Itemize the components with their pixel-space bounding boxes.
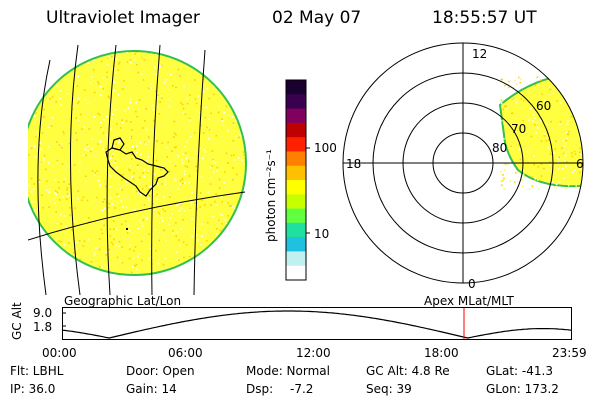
colorbar-segment xyxy=(286,194,306,210)
seq-info: Seq: 39 xyxy=(366,382,412,396)
colorbar-segment xyxy=(286,251,306,267)
altitude-ylabel: GC Alt xyxy=(10,302,24,340)
colorbar-segment xyxy=(286,108,306,124)
instrument-title: Ultraviolet Imager xyxy=(46,8,200,28)
gain-info: Gain: 14 xyxy=(126,382,177,396)
polar-plot: 12 18 0 6 60 70 80 xyxy=(342,42,584,291)
flt-info: Flt: LBHL xyxy=(10,364,64,378)
colorbar-label: photon cm⁻²s⁻¹ xyxy=(264,149,278,242)
colorbar-tick-100: 100 xyxy=(314,141,337,155)
gcalt-info: GC Alt: 4.8 Re xyxy=(366,364,450,378)
color-bar xyxy=(285,79,310,281)
altitude-xtick-0600: 06:00 xyxy=(168,346,203,360)
colorbar-segment xyxy=(286,94,306,110)
glat-info: GLat: -41.3 xyxy=(486,364,553,378)
altitude-xtick-2359: 23:59 xyxy=(552,346,587,360)
colorbar-segment xyxy=(286,137,306,152)
latitude-line xyxy=(28,191,246,241)
mlt-label-0: 0 xyxy=(468,277,476,291)
colorbar-segment xyxy=(286,237,306,252)
colorbar-segment xyxy=(286,151,306,167)
colorbar-segment xyxy=(286,222,306,238)
colorbar-segment xyxy=(286,265,306,281)
altitude-xtick-0000: 00:00 xyxy=(42,346,77,360)
time-label: 18:55:57 UT xyxy=(432,8,537,28)
geographic-image xyxy=(28,44,247,295)
date-label: 02 May 07 xyxy=(272,8,362,28)
earth-disk xyxy=(28,50,247,276)
apex-label: Apex MLat/MLT xyxy=(424,294,514,308)
colorbar-segment xyxy=(286,80,306,95)
ip-info: IP: 36.0 xyxy=(10,382,56,396)
altitude-curve xyxy=(62,310,572,339)
colorbar-tick-10: 10 xyxy=(314,227,330,241)
mlt-label-6: 6 xyxy=(576,157,584,171)
land-outline xyxy=(105,147,169,197)
altitude-xtick-1200: 12:00 xyxy=(296,346,331,360)
mlt-label-18: 18 xyxy=(346,157,361,171)
door-info: Door: Open xyxy=(126,364,195,378)
polar-grid xyxy=(342,42,584,284)
mlt-label-12: 12 xyxy=(472,47,487,61)
altitude-ytick-9: 9.0 xyxy=(33,306,53,320)
altitude-ytick-1-8: 1.8 xyxy=(33,320,53,334)
mode-info: Mode: Normal xyxy=(246,364,330,378)
mlat-label-60: 60 xyxy=(536,99,551,113)
land-outline-north xyxy=(111,137,125,151)
colorbar-segment xyxy=(286,208,306,224)
altitude-plot xyxy=(62,307,572,340)
longitude-lines xyxy=(37,44,206,295)
dsp-label: Dsp: xyxy=(246,382,274,396)
colorbar-segment xyxy=(286,165,306,181)
mlat-label-70: 70 xyxy=(511,122,526,136)
colorbar-segment xyxy=(286,180,306,195)
altitude-xtick-1800: 18:00 xyxy=(424,346,459,360)
mlat-label-80: 80 xyxy=(492,141,507,155)
glon-info: GLon: 173.2 xyxy=(486,382,559,396)
geographic-label: Geographic Lat/Lon xyxy=(64,294,182,308)
dsp-value: -7.2 xyxy=(290,382,314,396)
colorbar-segment xyxy=(286,122,306,138)
